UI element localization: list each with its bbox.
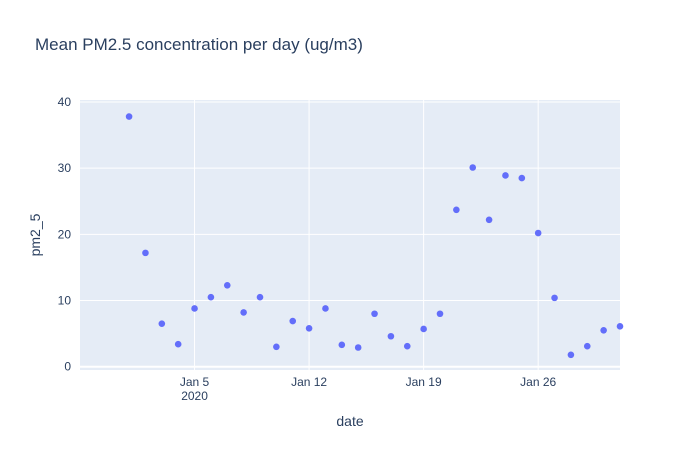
x-tick-label: Jan 26	[520, 375, 556, 389]
data-point[interactable]	[256, 293, 264, 301]
data-point[interactable]	[207, 293, 215, 301]
y-tick-label: 20	[58, 227, 72, 241]
x-tick-year-label: 2020	[181, 389, 208, 403]
data-point[interactable]	[453, 206, 460, 214]
x-tick-label: Jan 12	[291, 375, 327, 389]
y-tick-label: 10	[58, 294, 72, 308]
data-point[interactable]	[240, 309, 247, 316]
data-point[interactable]	[518, 174, 526, 182]
data-point[interactable]	[174, 340, 182, 348]
x-tick-label: Jan 19	[406, 375, 442, 389]
data-point[interactable]	[289, 317, 297, 325]
data-point[interactable]	[469, 164, 477, 171]
chart-title: Mean PM2.5 concentration per day (ug/m3)	[35, 35, 363, 54]
data-point[interactable]	[502, 172, 509, 179]
data-point[interactable]	[387, 332, 395, 340]
plot-area	[80, 100, 620, 370]
data-point[interactable]	[142, 249, 149, 257]
data-point[interactable]	[485, 216, 493, 224]
data-point[interactable]	[322, 305, 329, 312]
y-tick-label: 40	[58, 95, 72, 109]
data-point[interactable]	[191, 305, 198, 312]
data-point[interactable]	[583, 342, 591, 350]
data-point[interactable]	[158, 320, 166, 327]
y-tick-label: 0	[64, 360, 71, 374]
x-axis-title: date	[336, 413, 363, 429]
y-axis-ticks: 0 10 20 30 40	[58, 95, 72, 374]
data-point[interactable]	[534, 229, 542, 237]
data-point[interactable]	[616, 323, 624, 330]
y-tick-label: 30	[58, 161, 72, 175]
data-point[interactable]	[125, 113, 133, 120]
data-point[interactable]	[273, 343, 280, 351]
data-point[interactable]	[420, 325, 427, 333]
x-tick-label: Jan 5	[180, 375, 210, 389]
data-point[interactable]	[551, 294, 558, 302]
data-point[interactable]	[600, 326, 607, 334]
data-point[interactable]	[567, 351, 575, 359]
data-point[interactable]	[436, 310, 444, 318]
data-point[interactable]	[403, 342, 411, 350]
grid-lines	[80, 100, 620, 370]
data-points	[125, 113, 624, 359]
y-axis-title: pm2_5	[27, 213, 43, 256]
data-point[interactable]	[371, 310, 378, 318]
data-point[interactable]	[338, 341, 346, 349]
data-point[interactable]	[223, 281, 231, 289]
data-point[interactable]	[305, 325, 313, 332]
data-point[interactable]	[354, 344, 362, 351]
